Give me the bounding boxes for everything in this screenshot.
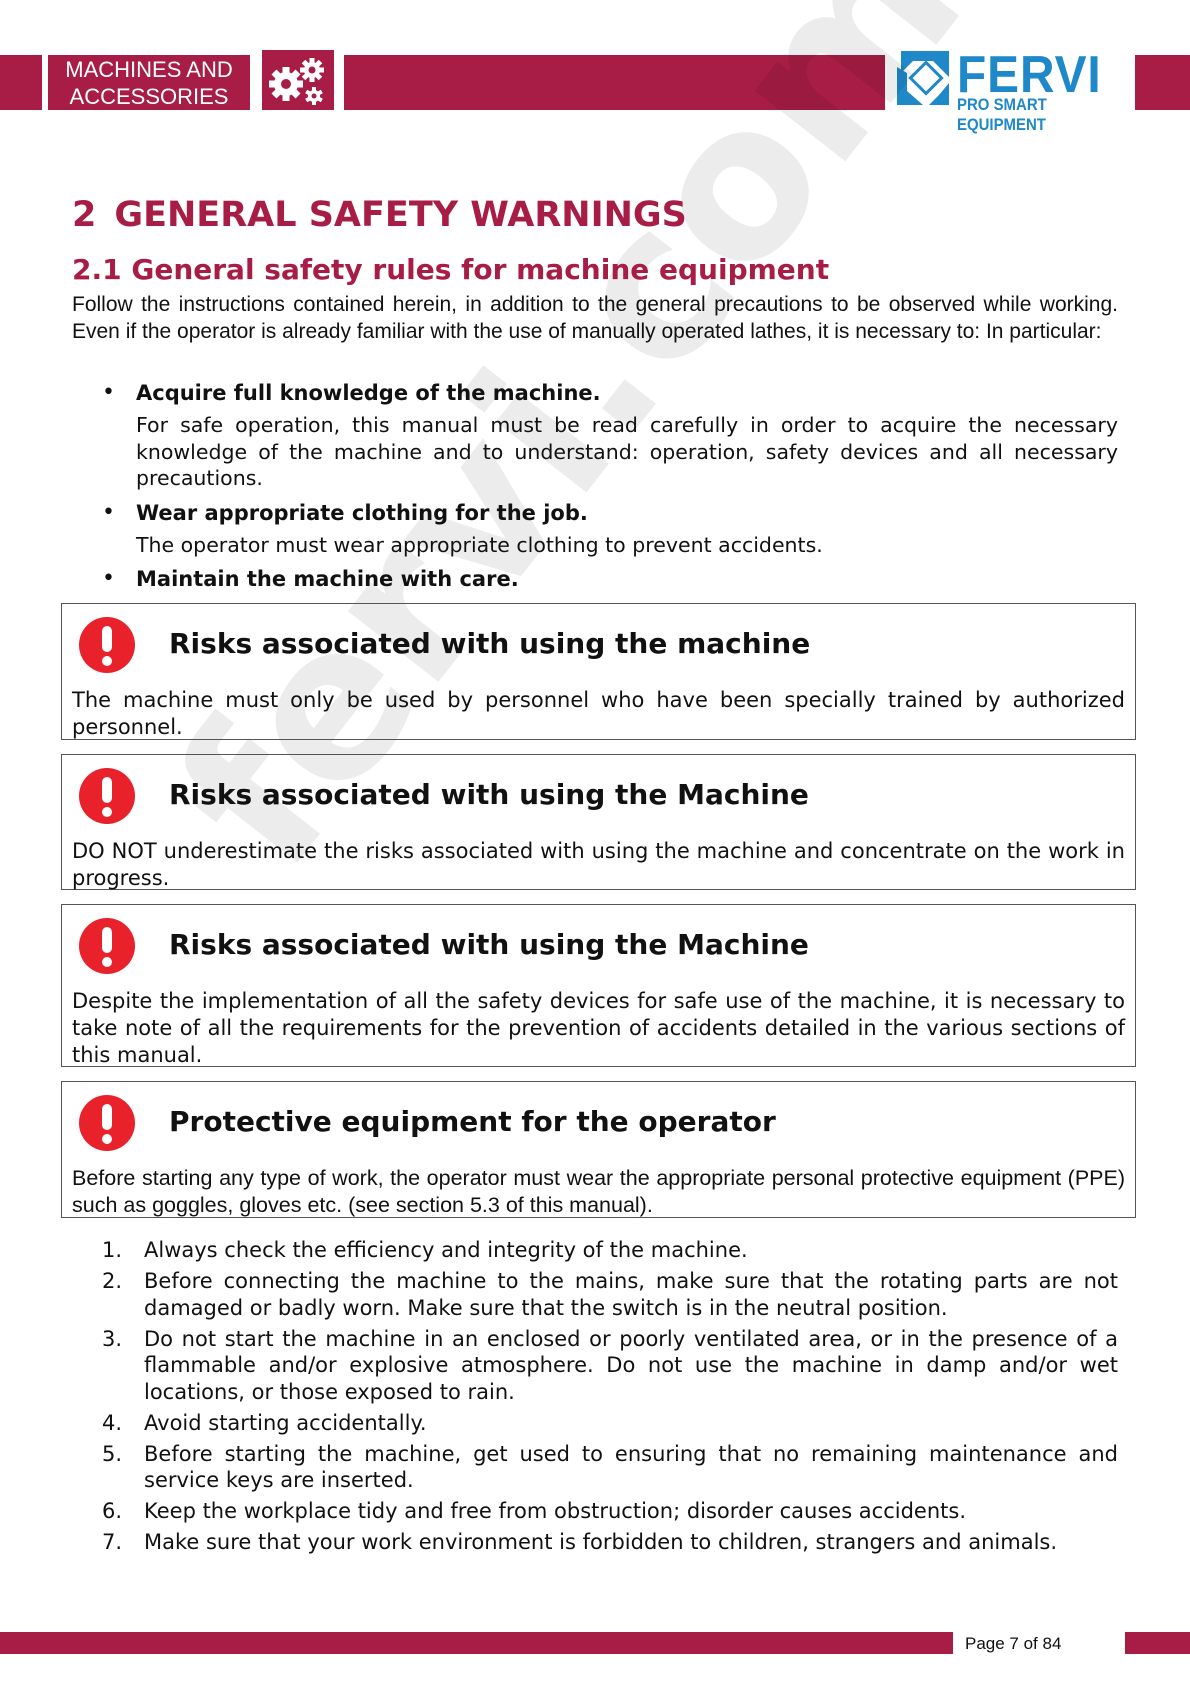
warning-title: Risks associated with using the Machine [169,778,809,811]
step-text: Before starting the machine, get used to… [144,1441,1118,1493]
list-item: 6. Keep the workplace tidy and free from … [72,1498,1118,1525]
section-title: 2.1 General safety rules for machine equ… [72,253,830,286]
list-item: 7. Make sure that your work environment i… [72,1529,1118,1556]
step-text: Do not start the machine in an enclosed … [144,1326,1118,1404]
list-item: 2. Before connecting the machine to the m… [72,1268,1118,1321]
step-number: 4. [102,1410,123,1435]
list-item: 4. Avoid starting accidentally. [72,1410,1118,1437]
chapter-number: 2 [72,195,97,235]
step-number: 6. [102,1499,123,1523]
section-label-line1: MACHINES AND [65,57,233,82]
warning-box: Protective equipment for the operator Be… [61,1081,1136,1218]
step-text: Before connecting the machine to the mai… [144,1269,1118,1320]
step-number: 2. [102,1269,123,1293]
header-divider [253,55,262,110]
logo-brand: FERVI [957,46,1102,104]
gears-icon [262,50,334,110]
step-text: Make sure that your work environment is … [144,1530,1058,1554]
list-item: 3. Do not start the machine in an enclose… [72,1326,1118,1406]
warning-box: Risks associated with using the Machine … [61,904,1136,1067]
step-text: Avoid starting accidentally. [144,1410,427,1435]
bullet-title: Acquire full knowledge of the machine. [136,381,601,405]
list-item: Wear appropriate clothing for the job. T… [72,498,1118,559]
list-item: 5. Before starting the machine, get used … [72,1441,1118,1494]
logo-mark-icon [897,51,949,105]
warning-body: DO NOT underestimate the risks associate… [72,839,1125,890]
step-text: Always check the efficiency and integrit… [144,1238,748,1262]
warning-body: Before starting any type of work, the op… [72,1166,1125,1217]
logo-tagline: PRO SMART EQUIPMENT [957,95,1047,134]
warning-title: Risks associated with using the Machine [169,928,809,961]
exclamation-icon [79,1095,135,1151]
list-item: Maintain the machine with care. [72,564,1118,594]
bullet-list: Acquire full knowledge of the machine. F… [72,378,1118,594]
exclamation-icon [79,918,135,974]
warning-body: The machine must only be used by personn… [72,688,1125,739]
step-text: Keep the workplace tidy and free from ob… [144,1499,967,1523]
exclamation-icon [79,617,135,673]
fervi-logo: FERVI PRO SMART EQUIPMENT [885,45,1135,134]
warning-body: Despite the implementation of all the sa… [72,989,1125,1067]
bullet-text: For safe operation, this manual must be … [136,413,1118,490]
warning-box: Risks associated with using the Machine … [61,754,1136,890]
step-number: 7. [102,1530,123,1554]
list-item: 1. Always check the efficiency and integr… [72,1237,1118,1264]
header-divider [334,55,344,110]
bullet-title: Maintain the machine with care. [136,567,519,591]
bullet-title: Wear appropriate clothing for the job. [136,500,588,525]
chapter-title-text: GENERAL SAFETY WARNINGS [114,195,687,235]
warning-title: Protective equipment for the operator [169,1105,776,1138]
warning-box: Risks associated with using the machine … [61,603,1136,740]
step-number: 1. [102,1238,123,1262]
step-number: 3. [102,1326,123,1351]
section-label-line2: ACCESSORIES [69,84,229,109]
numbered-list: 1. Always check the efficiency and integr… [72,1237,1118,1560]
page-number: Page 7 of 84 [953,1628,1125,1660]
list-item: Acquire full knowledge of the machine. F… [72,378,1118,492]
section-label: MACHINES AND ACCESSORIES [45,55,253,110]
footer-band [0,1632,1190,1654]
chapter-title: 2 GENERAL SAFETY WARNINGS [72,190,687,240]
bullet-text: The operator must wear appropriate cloth… [136,532,823,557]
step-number: 5. [102,1441,123,1466]
exclamation-icon [79,768,135,824]
warning-title: Risks associated with using the machine [169,627,811,660]
header-divider [42,55,45,110]
intro-paragraph: Follow the instructions contained herein… [72,293,1118,343]
